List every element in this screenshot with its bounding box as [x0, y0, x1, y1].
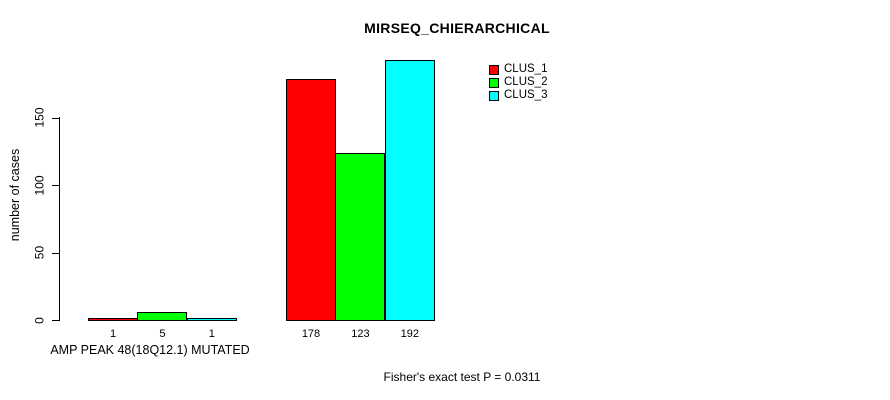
legend-swatch-clus_2	[489, 77, 499, 88]
chart-title: MIRSEQ_CHIERARCHICAL	[364, 20, 550, 36]
y-tick-50	[52, 252, 60, 254]
bar-clus_3-group1	[186, 317, 237, 321]
bar-value-label-clus_2-group2: 123	[351, 328, 370, 340]
bar-clus_2-group1	[137, 312, 188, 321]
bar-value-label-clus_1-group1: 1	[109, 328, 117, 340]
legend-row-clus_2: CLUS_2	[489, 76, 547, 89]
legend-row-clus_1: CLUS_1	[489, 63, 547, 76]
legend-label-clus_2: CLUS_2	[504, 76, 548, 88]
y-axis-line	[59, 117, 60, 321]
legend-swatch-clus_1	[489, 64, 499, 75]
x-group-label: AMP PEAK 48(18Q12.1) MUTATED	[50, 343, 250, 357]
y-tick-label-50: 50	[32, 245, 47, 260]
bar-clus_3-group2	[384, 59, 435, 321]
y-tick-label-100: 100	[32, 174, 47, 196]
bar-value-label-clus_3-group2: 192	[400, 328, 419, 340]
fisher-test-annotation: Fisher's exact test P = 0.0311	[383, 370, 541, 384]
y-tick-label-150: 150	[32, 107, 47, 128]
bar-value-label-clus_2-group1: 5	[159, 328, 166, 340]
legend-label-clus_3: CLUS_3	[504, 89, 548, 101]
legend-label-clus_1: CLUS_1	[504, 63, 548, 75]
legend-row-clus_3: CLUS_3	[489, 89, 547, 102]
bar-clus_1-group1	[88, 317, 138, 321]
y-axis-label: number of cases	[8, 148, 22, 242]
y-tick-label-0: 0	[32, 316, 47, 324]
y-tick-0	[52, 320, 60, 321]
y-tick-150	[52, 117, 60, 119]
bar-clus_1-group2	[286, 78, 336, 321]
bar-value-label-clus_1-group2: 178	[301, 328, 321, 340]
y-tick-100	[52, 185, 60, 186]
bar-clus_2-group2	[335, 152, 386, 321]
legend-swatch-clus_3	[489, 90, 499, 101]
bar-value-label-clus_3-group1: 1	[208, 328, 215, 340]
legend: CLUS_1 CLUS_2 CLUS_3	[489, 63, 547, 102]
